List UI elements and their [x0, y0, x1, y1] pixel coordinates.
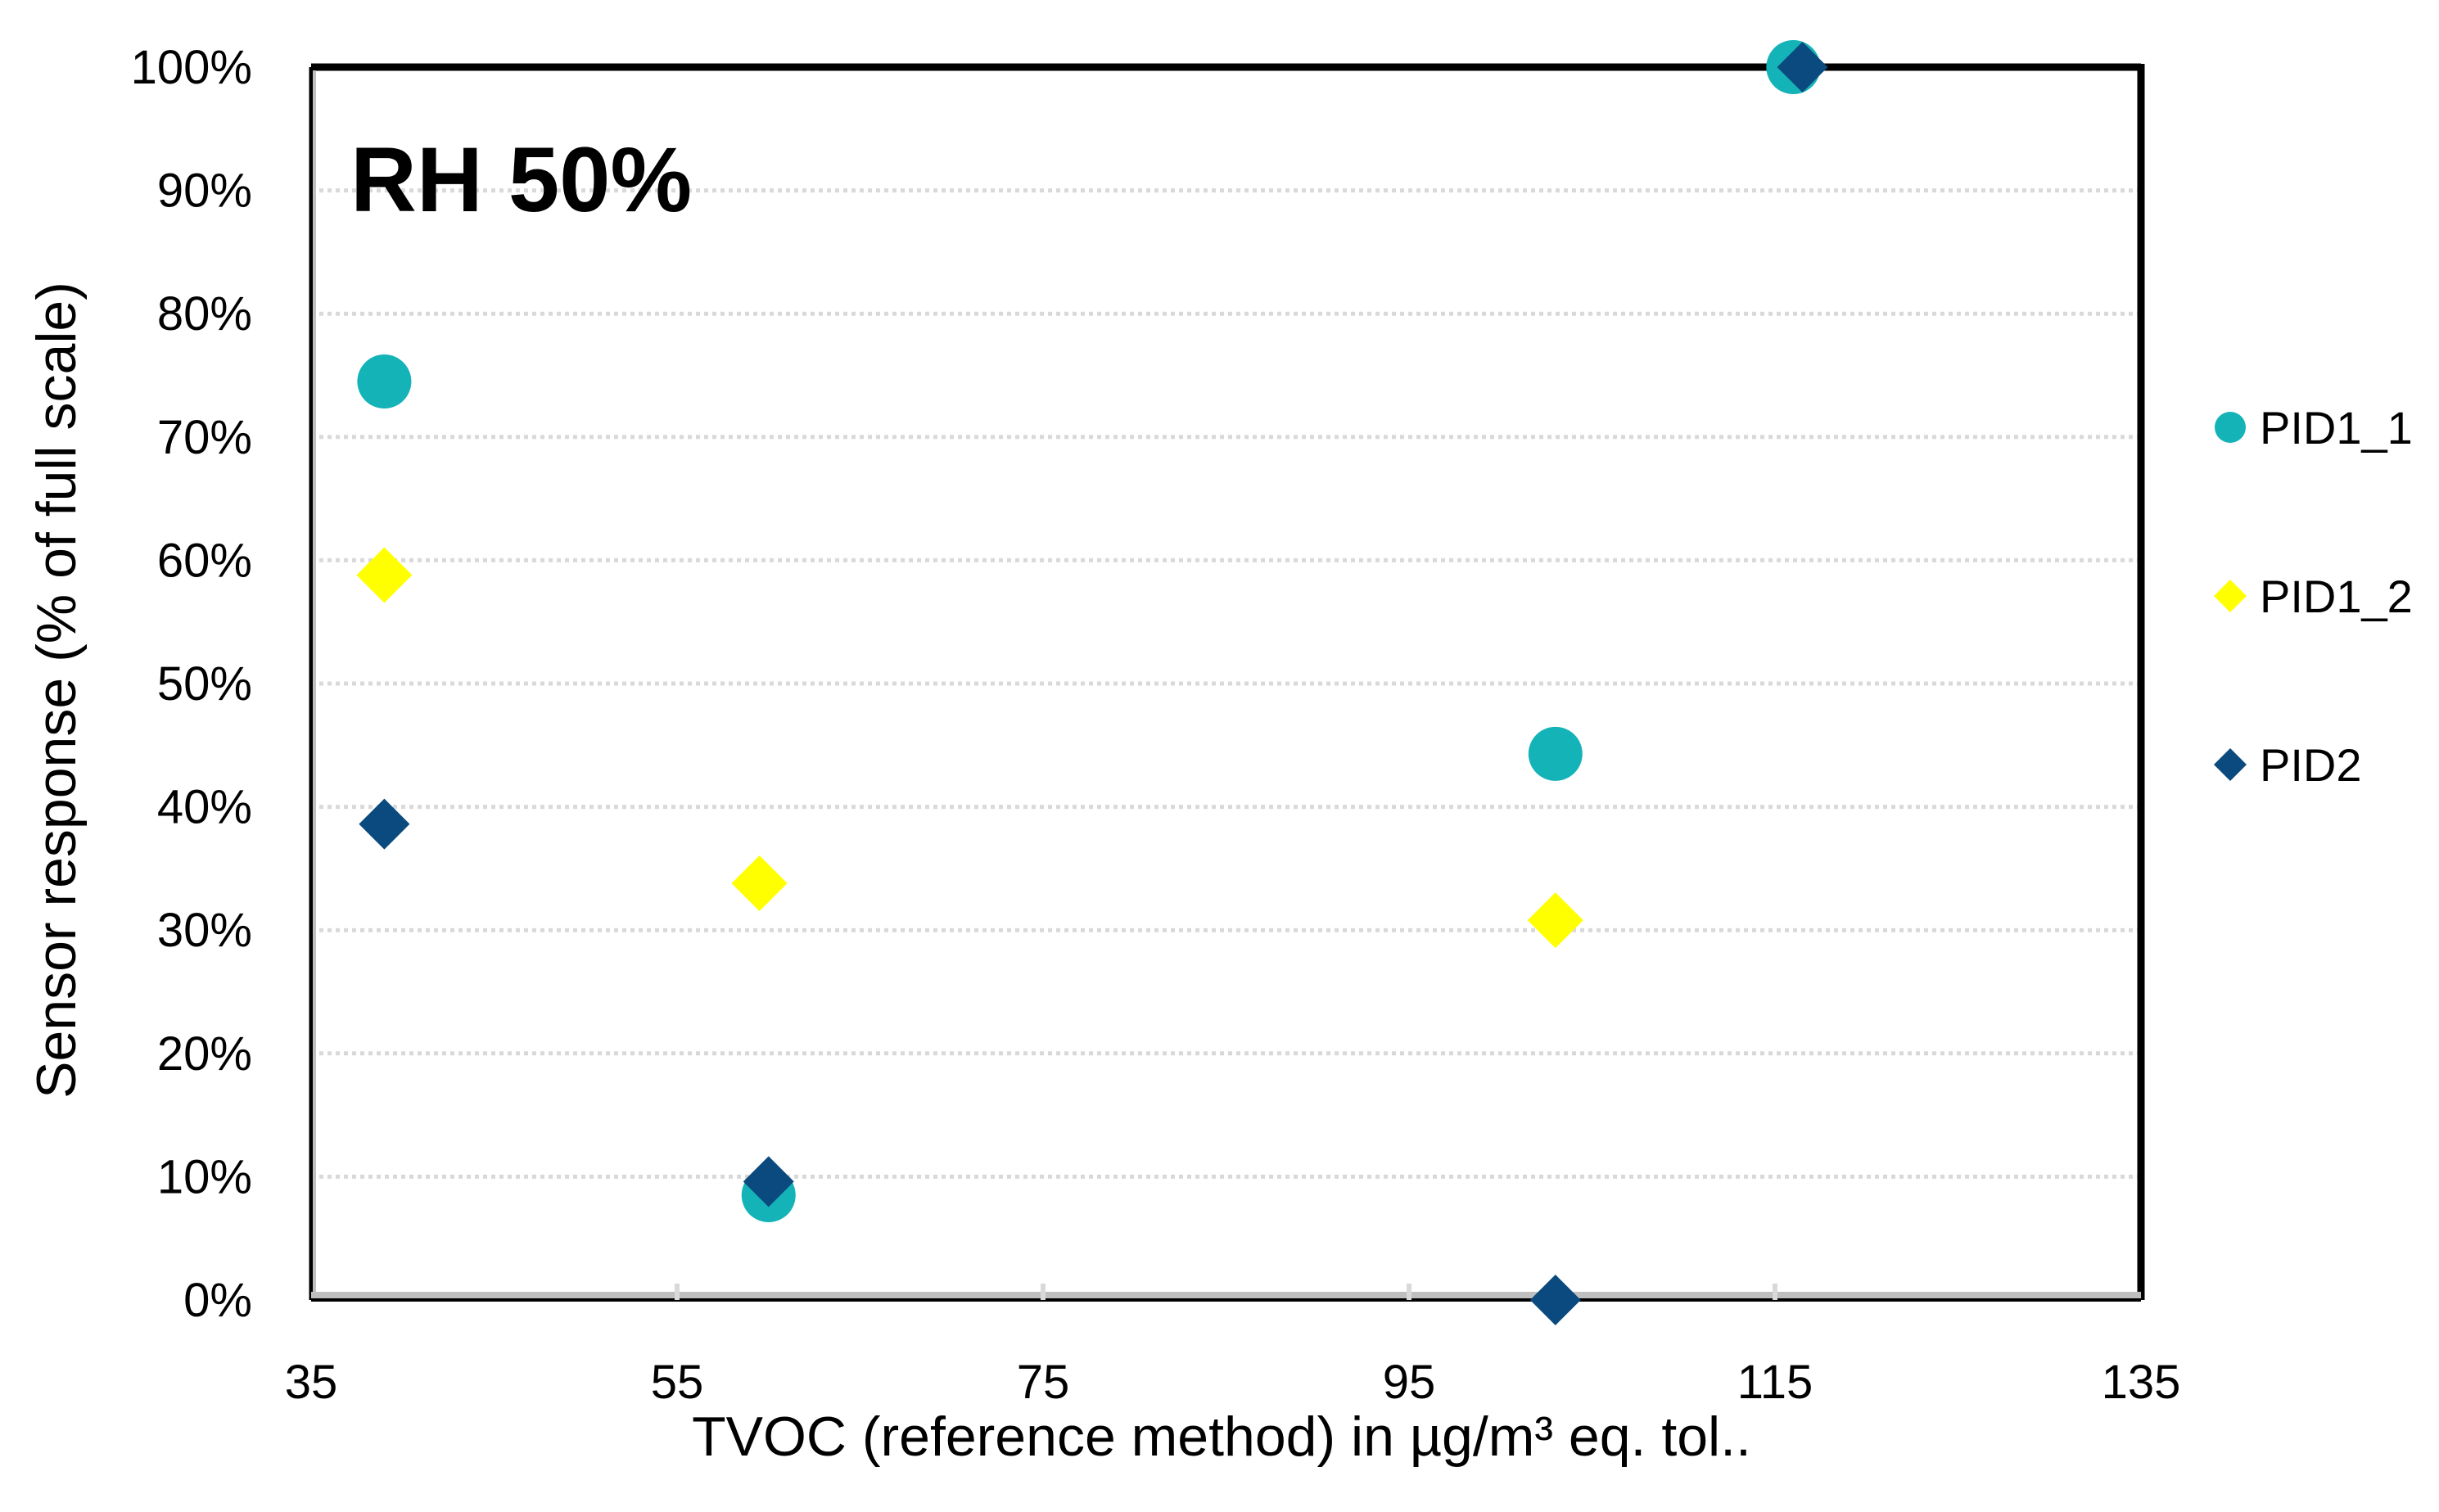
x-tick-label: 35 — [285, 1356, 338, 1409]
y-tick-label: 0% — [183, 1274, 252, 1327]
plot-frame — [309, 63, 2145, 1302]
y-tick-label: 80% — [157, 287, 252, 341]
x-axis-title: TVOC (reference method) in µg/m³ eq. tol… — [692, 1406, 1751, 1468]
legend-marker — [2214, 580, 2247, 612]
legend-label: PID1_2 — [2260, 571, 2413, 622]
pid1-2-point — [1527, 892, 1583, 949]
pid1-1-point — [357, 354, 412, 409]
pid1-1-point — [1528, 726, 1583, 781]
x-tick-label: 115 — [1737, 1356, 1813, 1409]
y-tick-label: 60% — [157, 534, 252, 587]
legend-entry: PID2 — [2214, 739, 2362, 791]
y-tick-label: 40% — [157, 781, 252, 834]
y-tick-label: 100% — [131, 41, 252, 94]
legend-entry: PID1_1 — [2215, 402, 2413, 454]
pid2-point — [1529, 1275, 1581, 1325]
legend-marker — [2215, 412, 2246, 443]
y-tick-label: 10% — [157, 1150, 252, 1203]
y-axis-title: Sensor response (% of full scale) — [25, 282, 88, 1099]
x-tick-label: 95 — [1383, 1356, 1436, 1409]
legend: PID1_1 PID1_2 PID2 — [2214, 402, 2413, 791]
pid1-2-point — [731, 855, 788, 911]
y-tick-label: 50% — [157, 657, 252, 711]
data-points — [356, 40, 1828, 1325]
legend-label: PID1_1 — [2260, 402, 2413, 454]
axis-ticks: 0% 10% 20% 30% 40% 50% 60% 70% 80% 90% 100% 35 55 75 9… — [131, 41, 2181, 1409]
pid1-2-point — [356, 547, 413, 603]
pid2-point — [1777, 42, 1828, 93]
series-pid1-2 — [356, 547, 1583, 949]
pid2-point — [359, 798, 410, 850]
pid2-point — [743, 1156, 794, 1207]
legend-marker — [2214, 748, 2247, 781]
x-tick-label: 75 — [1017, 1356, 1070, 1409]
y-tick-label: 30% — [157, 904, 252, 957]
x-tick-label: 55 — [651, 1356, 704, 1409]
gridlines — [311, 188, 2141, 1179]
legend-entry: PID1_2 — [2214, 571, 2413, 622]
y-tick-label: 90% — [157, 165, 252, 218]
y-tick-label: 20% — [157, 1027, 252, 1081]
chart-title: RH 50% — [350, 129, 692, 231]
y-tick-label: 70% — [157, 411, 252, 464]
x-tick-label: 135 — [2102, 1356, 2181, 1409]
series-pid2 — [359, 42, 1828, 1325]
legend-label: PID2 — [2260, 739, 2362, 791]
